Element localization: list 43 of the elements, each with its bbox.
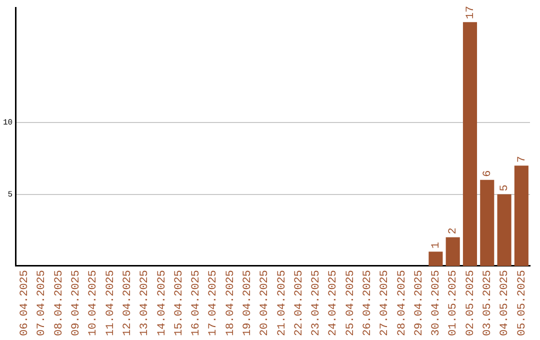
x-tick-label: 08.04.2025 <box>53 270 66 336</box>
bar <box>514 166 528 266</box>
x-tick-label: 20.04.2025 <box>259 270 272 336</box>
x-tick-label: 15.04.2025 <box>173 270 186 336</box>
bar <box>480 180 494 266</box>
x-tick-label: 11.04.2025 <box>104 270 117 336</box>
bar <box>446 237 460 266</box>
x-tick-label: 22.04.2025 <box>293 270 306 336</box>
x-tick-label: 09.04.2025 <box>70 270 83 336</box>
x-tick-label: 17.04.2025 <box>208 270 220 336</box>
x-tick-label: 27.04.2025 <box>379 270 392 336</box>
x-tick-label: 21.04.2025 <box>276 270 288 336</box>
x-tick-label: 24.04.2025 <box>328 270 340 336</box>
x-tick-label: 26.04.2025 <box>362 270 374 336</box>
x-tick-label: 01.05.2025 <box>448 270 460 336</box>
bar <box>428 252 443 266</box>
x-tick-label: 04.05.2025 <box>499 270 512 336</box>
x-tick-label: 16.04.2025 <box>190 270 203 336</box>
data-label: 6 <box>482 170 494 177</box>
data-label: 5 <box>499 184 512 192</box>
bar <box>497 194 512 266</box>
x-tick-label: 19.04.2025 <box>242 270 254 336</box>
data-label: 7 <box>516 156 528 163</box>
x-tick-label: 13.04.2025 <box>139 270 152 336</box>
x-tick-label: 28.04.2025 <box>396 270 408 336</box>
x-tick-label: 02.05.2025 <box>464 270 477 336</box>
x-tick-label: 10.04.2025 <box>88 270 100 336</box>
x-tick-label: 29.04.2025 <box>413 270 426 336</box>
x-tick-label: 23.04.2025 <box>310 270 323 336</box>
x-tick-label: 05.05.2025 <box>516 270 528 336</box>
data-label: 1 <box>430 242 443 249</box>
x-tick-label: 18.04.2025 <box>224 270 237 336</box>
y-tick-label: 10 <box>2 118 13 128</box>
x-tick-label: 06.04.2025 <box>19 270 32 336</box>
x-tick-label: 14.04.2025 <box>156 270 168 336</box>
x-tick-label: 03.05.2025 <box>482 270 494 336</box>
data-label: 17 <box>464 6 477 20</box>
x-tick-label: 30.04.2025 <box>430 270 443 336</box>
bar <box>462 22 478 266</box>
x-tick-label: 12.04.2025 <box>122 270 134 336</box>
x-tick-label: 25.04.2025 <box>344 270 357 336</box>
x-tick-label: 07.04.2025 <box>36 270 48 336</box>
data-label: 2 <box>448 228 460 234</box>
